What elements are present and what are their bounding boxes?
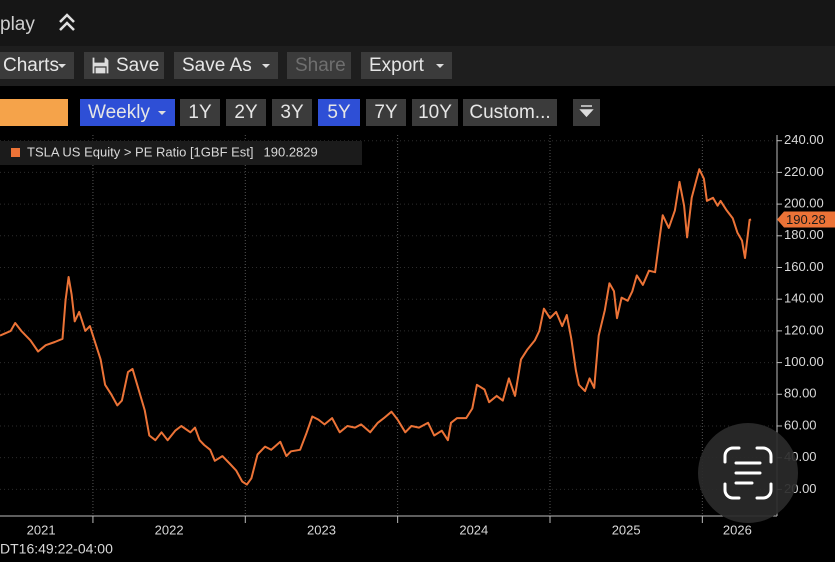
- save-icon: [91, 56, 110, 75]
- legend-box: [0, 141, 362, 165]
- security-field[interactable]: [0, 99, 68, 126]
- last-value-tag: [777, 211, 835, 228]
- ui-layer: Charts Save Save As Share Export Weekly 1Y 2Y 3Y…: [0, 52, 600, 126]
- range-button[interactable]: [366, 99, 406, 126]
- timestamp: DT16:49:22-04:00: [0, 541, 113, 557]
- y-tick-label: 120.00: [784, 322, 824, 337]
- scan-icon: [723, 446, 773, 500]
- range-button-label[interactable]: 7Y: [374, 102, 398, 123]
- range-button[interactable]: [272, 99, 312, 126]
- y-tick-label: 140.00: [784, 291, 824, 306]
- y-tick-label: 200.00: [784, 196, 824, 211]
- range-button-label[interactable]: 10Y: [418, 102, 452, 123]
- range-button-label[interactable]: Custom...: [469, 102, 550, 123]
- x-tick-label: 2023: [307, 522, 336, 537]
- toolbar-button-label[interactable]: Share: [295, 55, 346, 76]
- caret-icon: [436, 64, 444, 68]
- header-bar: [0, 0, 835, 46]
- y-tick-label: 60.00: [784, 417, 817, 432]
- x-tick-label: 2022: [155, 522, 184, 537]
- plot: 20.0040.0060.0080.00100.00120.00140.0016…: [0, 132, 835, 537]
- legend-value: 190.2829: [264, 144, 318, 159]
- y-tick-label: 100.00: [784, 354, 824, 369]
- range-button-label[interactable]: 5Y: [327, 102, 351, 123]
- x-tick-label: 2021: [27, 522, 56, 537]
- series-line: [0, 168, 752, 486]
- toolbar-button[interactable]: [361, 52, 452, 79]
- caret-icon: [58, 64, 66, 68]
- range-button[interactable]: [318, 99, 360, 126]
- x-tick-label: 2026: [723, 522, 752, 537]
- range-button[interactable]: [412, 99, 458, 126]
- y-tick-label: 160.00: [784, 259, 824, 274]
- range-button[interactable]: [180, 99, 220, 126]
- range-button[interactable]: [226, 99, 266, 126]
- toolbar-button-label[interactable]: Charts: [3, 55, 59, 76]
- toolbar-button[interactable]: [174, 52, 278, 79]
- range-button[interactable]: [80, 99, 175, 126]
- range-button[interactable]: [463, 99, 557, 126]
- y-tick-label: 80.00: [784, 386, 817, 401]
- toolbar-button[interactable]: [287, 52, 351, 79]
- last-value-label: 190.28: [786, 212, 826, 227]
- scan-lines: [734, 461, 762, 485]
- legend-name: TSLA US Equity > PE Ratio [1GBF Est]: [27, 144, 254, 159]
- range-button-label[interactable]: Weekly: [88, 102, 150, 123]
- header-title: play: [0, 14, 35, 35]
- collapse-icon[interactable]: [59, 13, 75, 31]
- x-tick-label: 2025: [612, 522, 641, 537]
- toolbar-button-label[interactable]: Export: [369, 55, 425, 76]
- y-tick-label: 240.00: [784, 132, 824, 147]
- toolbar-button-label[interactable]: Save: [116, 55, 159, 76]
- x-tick-label: 2024: [459, 522, 488, 537]
- scan-overlay[interactable]: [698, 423, 798, 523]
- range-button-label[interactable]: 1Y: [188, 102, 212, 123]
- menu-icon: [579, 105, 594, 118]
- legend-swatch: [11, 148, 20, 157]
- range-button-label[interactable]: 2Y: [234, 102, 258, 123]
- toolbar-button-label[interactable]: Save As: [182, 55, 252, 76]
- y-tick-label: 180.00: [784, 227, 824, 242]
- range-button-label[interactable]: 3Y: [280, 102, 304, 123]
- y-tick-label: 220.00: [784, 164, 824, 179]
- caret-icon: [158, 111, 166, 115]
- caret-icon: [262, 64, 270, 68]
